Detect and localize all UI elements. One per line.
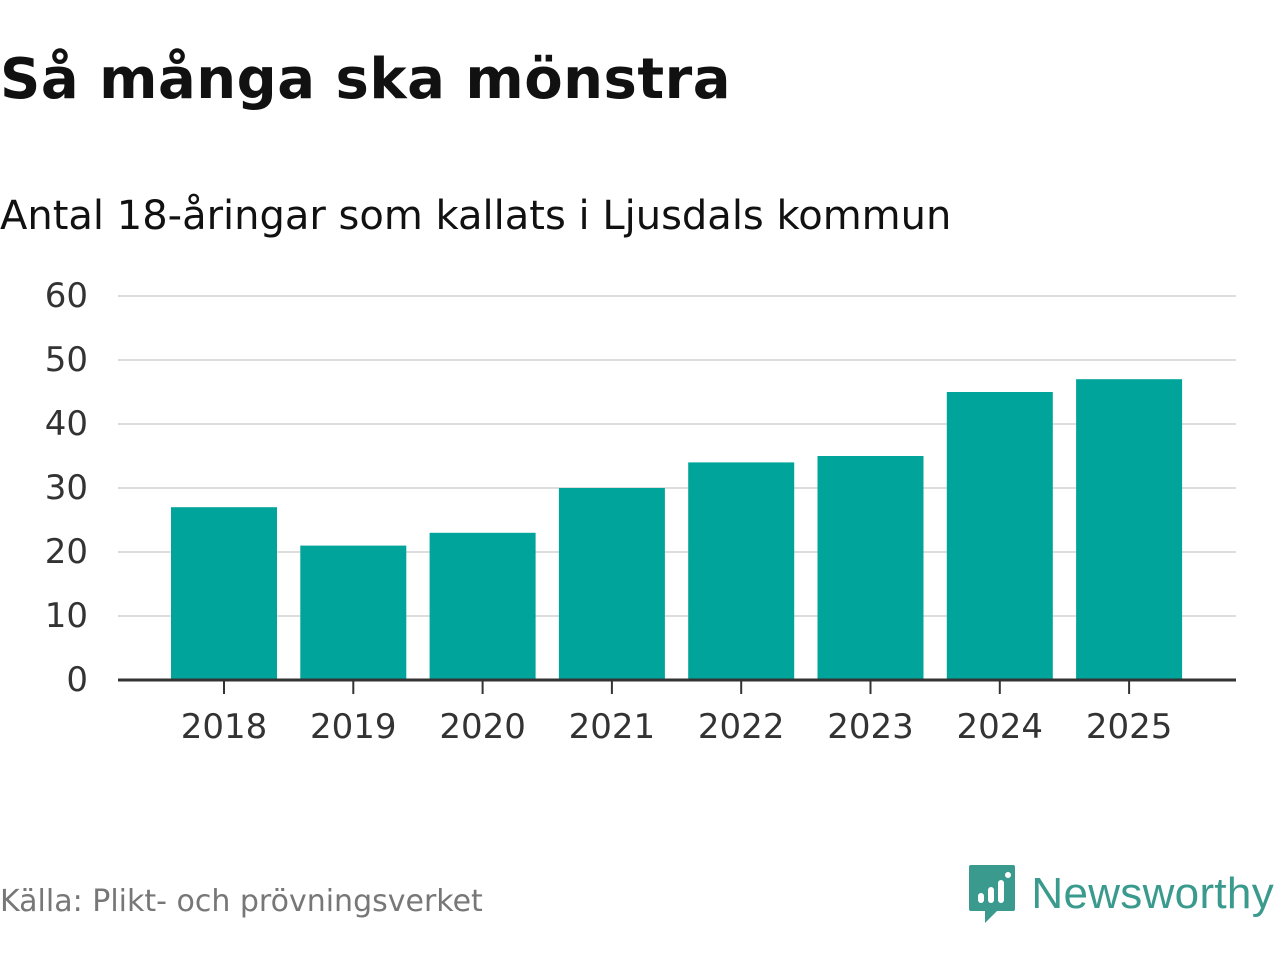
x-tick-label-2021: 2021 [569,707,656,747]
bar-2023 [817,456,924,680]
x-tick-labels: 2018 2019 2020 2021 2022 2023 2024 2025 [181,707,1173,747]
x-tick-label-2024: 2024 [957,707,1044,747]
x-tick-label-2025: 2025 [1086,707,1173,747]
x-tick-label-2022: 2022 [698,707,785,747]
brand-logo: Newsworthy [967,862,1274,926]
y-tick-labels: 0 10 20 30 40 50 60 [45,276,88,700]
y-tick-label-0: 0 [66,660,88,700]
bars [171,379,1183,680]
chart-subtitle: Antal 18-åringar som kallats i Ljusdals … [0,193,952,239]
y-tick-label-60: 60 [45,276,88,316]
y-tick-label-30: 30 [45,468,88,508]
y-tick-label-40: 40 [45,404,88,444]
x-tick-label-2019: 2019 [310,707,397,747]
bar-2022 [688,462,795,680]
y-tick-label-10: 10 [45,596,88,636]
bar-2021 [558,488,665,680]
y-tick-label-50: 50 [45,340,88,380]
bar-2018 [171,507,277,680]
x-axis [118,678,1236,694]
brand-name: Newsworthy [1031,869,1274,918]
source-note: Källa: Plikt- och prövningsverket [0,884,483,919]
y-tick-label-20: 20 [45,532,88,572]
bar-2024 [946,392,1053,680]
gridlines [118,295,1236,617]
chart-title: Så många ska mönstra [0,47,732,112]
x-tick-label-2020: 2020 [439,707,526,747]
bar-2020 [429,532,536,680]
bar-2019 [300,545,407,680]
x-tick-label-2018: 2018 [181,707,268,747]
newsworthy-logo-icon [969,865,1016,923]
x-tick-label-2023: 2023 [827,707,914,747]
bar-2025 [1076,379,1183,680]
